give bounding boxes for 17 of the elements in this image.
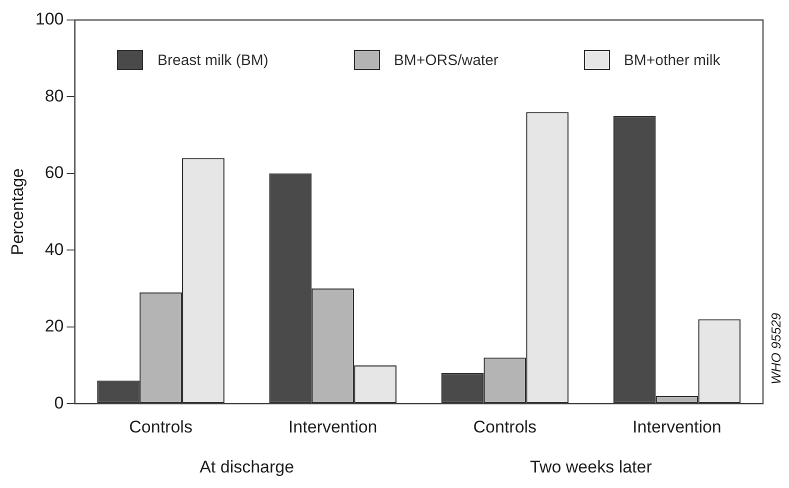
legend-label: BM+other milk — [624, 52, 720, 68]
y-tick-label: 0 — [54, 393, 64, 412]
y-tick-label: 80 — [44, 86, 64, 106]
x-tick-label: Intervention — [632, 417, 722, 436]
x-tick-label: Controls — [129, 417, 192, 436]
y-tick-label: 20 — [44, 316, 64, 336]
y-tick-label: 100 — [35, 10, 64, 29]
legend-label: BM+ORS/water — [394, 52, 498, 68]
legend-label: Breast milk (BM) — [157, 52, 268, 68]
text: At discharge — [200, 457, 294, 476]
y-tick-label: 40 — [44, 240, 64, 259]
x-tick-label: Intervention — [288, 417, 378, 436]
text: WHO 95529 — [768, 312, 784, 384]
x-tick-label: Controls — [473, 417, 537, 436]
y-tick-label: 60 — [44, 163, 64, 182]
text: Two weeks later — [530, 457, 652, 476]
y-axis-title: Percentage — [8, 168, 27, 256]
